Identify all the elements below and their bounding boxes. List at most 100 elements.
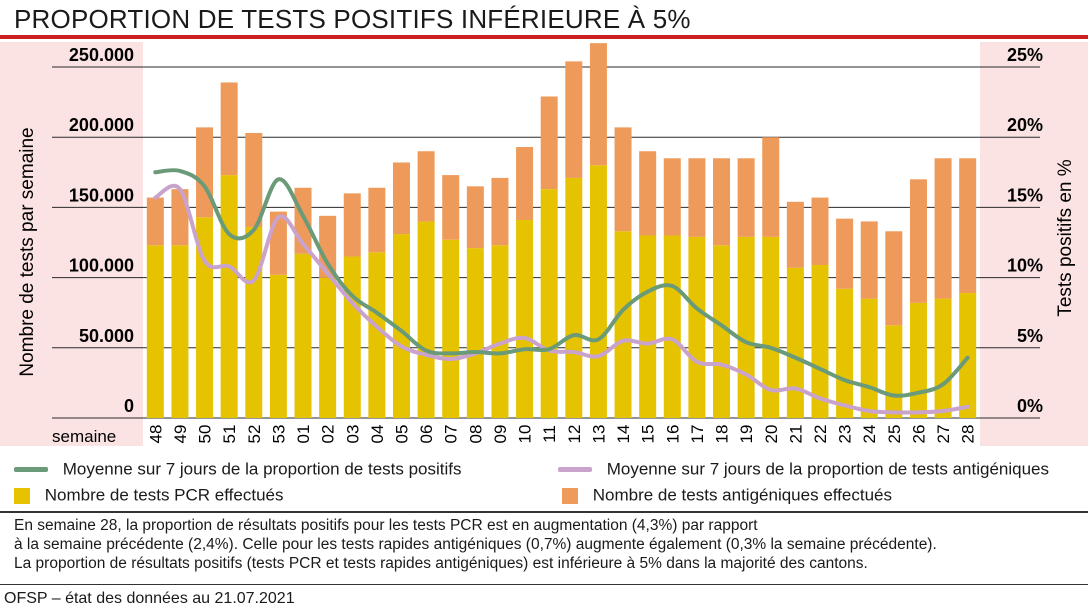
x-tick-label: 11	[540, 425, 559, 443]
bar-antigen	[737, 158, 755, 237]
title-rule	[0, 35, 1088, 39]
bar-antigen	[663, 158, 681, 236]
bar-pcr	[639, 235, 657, 418]
bar-pcr	[368, 252, 386, 418]
right-axis-panel	[980, 42, 1088, 446]
bar-antigen	[909, 179, 927, 303]
x-tick-label: 22	[811, 425, 830, 444]
source-rule	[0, 584, 1088, 585]
bar-pcr	[171, 245, 189, 418]
bar-pcr	[836, 288, 854, 418]
x-tick-label: 16	[663, 425, 682, 444]
note-line-3: La proportion de résultats positifs (tes…	[14, 555, 868, 572]
y-tick-label: 250.000	[69, 45, 134, 65]
bar-antigen	[466, 186, 484, 249]
note-rule	[0, 511, 1088, 513]
x-tick-label: 50	[196, 425, 215, 444]
bar-antigen	[319, 215, 337, 278]
x-tick-label: 04	[368, 425, 387, 444]
x-tick-label: 12	[565, 425, 584, 444]
bar-pcr	[540, 189, 558, 418]
x-tick-label: 07	[442, 425, 461, 444]
x-tick-label: 13	[589, 425, 608, 444]
y-tick-label: 50.000	[79, 326, 134, 346]
bar-pcr	[762, 236, 780, 418]
bar-antigen	[589, 43, 607, 166]
bar-pcr	[614, 231, 632, 418]
x-tick-label: 27	[934, 425, 953, 444]
bar-pcr	[442, 239, 460, 418]
bar-antigen	[491, 177, 509, 246]
source: OFSP – état des données au 21.07.2021	[4, 590, 295, 607]
note-line-1: En semaine 28, la proportion de résultat…	[14, 517, 758, 534]
bar-pcr	[319, 277, 337, 418]
bar-pcr	[811, 264, 829, 418]
legend-item-ag: Nombre de tests antigéniques effectués	[562, 485, 892, 506]
bar-antigen	[245, 132, 263, 228]
bar-antigen	[959, 158, 977, 294]
legend-swatch-pos-line	[14, 467, 48, 473]
bar-antigen	[885, 231, 903, 326]
x-tick-label: 49	[171, 425, 190, 444]
bar-antigen	[762, 137, 780, 237]
x-tick-label: 26	[909, 425, 928, 444]
x-tick-label: 15	[639, 425, 658, 444]
x-tick-label: 20	[762, 425, 781, 444]
x-tick-label: 10	[516, 425, 535, 444]
bar-pcr	[294, 253, 312, 418]
legend-label-pos-line: Moyenne sur 7 jours de la proportion de …	[62, 459, 462, 479]
bar-antigen	[516, 147, 534, 221]
bar-antigen	[565, 61, 583, 178]
y-tick-label: 200.000	[69, 115, 134, 135]
bar-pcr	[909, 302, 927, 418]
bar-pcr	[589, 165, 607, 418]
bar-antigen	[442, 175, 460, 240]
legend-swatch-ag-line	[558, 467, 592, 473]
x-tick-label: 09	[491, 425, 510, 444]
y2-axis-title: Tests positifs en %	[1055, 159, 1076, 316]
x-tick-label: 51	[220, 425, 239, 444]
x-tick-label: 48	[146, 425, 165, 444]
x-axis-title: semaine	[52, 427, 116, 446]
x-tick-label: 24	[860, 425, 879, 444]
bar-pcr	[786, 267, 804, 418]
legend-label-ag-line: Moyenne sur 7 jours de la proportion de …	[606, 459, 1050, 479]
bar-pcr	[466, 248, 484, 418]
bar-pcr	[269, 274, 287, 418]
legend-swatch-pcr	[14, 487, 30, 504]
y-axis-title: Nombre de tests par semaine	[17, 127, 38, 376]
bar-antigen	[614, 127, 632, 232]
bar-antigen	[417, 151, 435, 222]
bar-antigen	[146, 197, 164, 246]
x-tick-label: 25	[885, 425, 904, 444]
y2-tick-label: 5%	[1017, 326, 1043, 346]
x-tick-label: 17	[688, 425, 707, 444]
y2-tick-label: 15%	[1007, 185, 1043, 205]
y2-tick-label: 0%	[1017, 396, 1043, 416]
bar-pcr	[343, 256, 361, 418]
bar-pcr	[663, 235, 681, 418]
bar-pcr	[860, 298, 878, 418]
bar-antigen	[269, 211, 287, 275]
x-tick-label: 53	[269, 425, 288, 444]
bar-antigen	[811, 197, 829, 265]
left-axis-panel	[0, 42, 143, 446]
note: En semaine 28, la proportion de résultat…	[14, 516, 1082, 573]
x-tick-label: 23	[836, 425, 855, 444]
x-tick-label: 02	[319, 425, 338, 444]
bar-pcr	[713, 245, 731, 418]
x-tick-label: 05	[392, 425, 411, 444]
bar-antigen	[540, 96, 558, 190]
bar-antigen	[786, 201, 804, 268]
bar-antigen	[196, 127, 214, 218]
legend-swatch-ag	[562, 487, 578, 504]
bar-antigen	[836, 218, 854, 289]
y2-tick-label: 10%	[1007, 256, 1043, 276]
x-tick-label: 06	[417, 425, 436, 444]
bar-pcr	[417, 221, 435, 418]
line-antigen-proportion	[153, 183, 970, 415]
bar-antigen	[860, 221, 878, 299]
bar-pcr	[934, 298, 952, 418]
note-line-2: à la semaine précédente (2,4%). Celle po…	[14, 536, 937, 553]
line-positive-proportion	[153, 168, 970, 398]
